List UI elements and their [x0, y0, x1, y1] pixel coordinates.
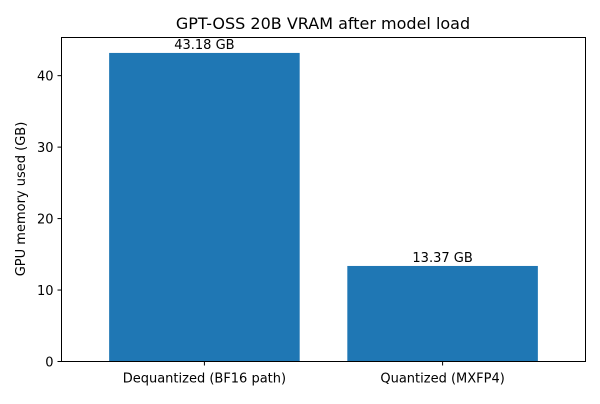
x-tick-label-1: Quantized (MXFP4): [380, 372, 504, 387]
y-tick-label-2: 20: [37, 213, 54, 228]
chart-title: GPT-OSS 20B VRAM after model load: [176, 14, 470, 33]
y-axis-label: GPU memory used (GB): [14, 122, 29, 277]
y-tick-label-1: 10: [37, 284, 54, 299]
x-tick-label-0: Dequantized (BF16 path): [123, 372, 286, 387]
data-label-1: 13.37 GB: [412, 251, 472, 266]
y-tick-label-3: 30: [37, 141, 54, 156]
plot-frame: [61, 37, 586, 362]
data-label-0: 43.18 GB: [174, 38, 234, 53]
y-tick-label-0: 0: [45, 356, 53, 371]
y-tick-label-4: 40: [37, 70, 54, 85]
bar-1: [347, 265, 538, 362]
bar-0: [109, 52, 300, 362]
